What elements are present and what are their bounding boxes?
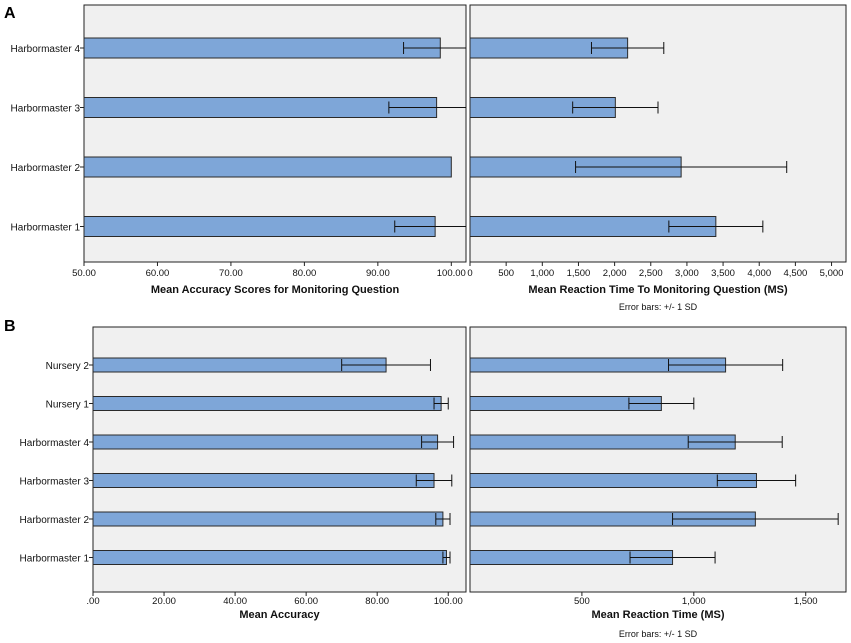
bar bbox=[83, 216, 436, 237]
bar bbox=[83, 97, 438, 118]
category-label: Nursery 1 bbox=[46, 400, 90, 411]
x-tick-label: 50.00 bbox=[72, 268, 96, 279]
x-tick-label: 40.00 bbox=[223, 596, 247, 607]
x-tick-label: 2,000 bbox=[603, 268, 627, 279]
bar bbox=[83, 156, 452, 178]
x-tick-label: 5,000 bbox=[820, 268, 844, 279]
x-tick-label: 60.00 bbox=[294, 596, 318, 607]
bar bbox=[92, 511, 444, 527]
error-bar-note: Error bars: +/- 1 SD bbox=[619, 302, 698, 312]
category-label: Harbormaster 2 bbox=[11, 163, 81, 174]
x-tick-label: 3,000 bbox=[675, 268, 699, 279]
category-label: Harbormaster 3 bbox=[11, 104, 81, 115]
bar bbox=[92, 434, 439, 450]
category-label: Harbormaster 1 bbox=[20, 554, 90, 565]
error-bar-note: Error bars: +/- 1 SD bbox=[619, 629, 698, 639]
x-tick-label: 0 bbox=[467, 268, 472, 279]
x-tick-label: .00 bbox=[86, 596, 99, 607]
chart-panel: Nursery 2 Nursery 1 Harbormaster 4 Harborma… bbox=[4, 318, 467, 621]
x-tick-label: 500 bbox=[498, 268, 514, 279]
x-tick-label: 100.00 bbox=[437, 268, 466, 279]
category-label: Nursery 2 bbox=[46, 361, 90, 372]
x-tick-label: 80.00 bbox=[365, 596, 389, 607]
bar bbox=[92, 550, 447, 565]
x-axis-label: Mean Accuracy bbox=[239, 609, 320, 621]
x-axis-label: Mean Accuracy Scores for Monitoring Ques… bbox=[151, 284, 400, 296]
category-label: Harbormaster 3 bbox=[20, 477, 90, 488]
x-tick-label: 1,000 bbox=[682, 596, 706, 607]
x-tick-label: 80.00 bbox=[292, 268, 316, 279]
x-tick-label: 90.00 bbox=[366, 268, 390, 279]
x-tick-label: 4,500 bbox=[783, 268, 807, 279]
chart-panel: Harbormaster 4 Harbormaster 3 Harbormaster… bbox=[4, 4, 467, 296]
x-tick-label: 70.00 bbox=[219, 268, 243, 279]
bar bbox=[92, 396, 442, 411]
panel-label: B bbox=[4, 318, 16, 335]
chart-panel: 500 1,000 1,500 Mean Reaction Time (MS) Erro… bbox=[469, 326, 847, 639]
x-tick-label: 100.00 bbox=[434, 596, 463, 607]
x-tick-label: 1,500 bbox=[794, 596, 818, 607]
chart-panel: 0 500 1,000 1,500 2,000 2,500 3,000 3,500 4,000 4… bbox=[467, 4, 847, 312]
bar bbox=[469, 473, 757, 488]
x-tick-label: 4,000 bbox=[747, 268, 771, 279]
category-label: Harbormaster 4 bbox=[20, 438, 90, 449]
x-tick-label: 500 bbox=[574, 596, 590, 607]
x-tick-label: 60.00 bbox=[146, 268, 170, 279]
bar bbox=[83, 37, 441, 59]
x-tick-label: 3,500 bbox=[711, 268, 735, 279]
category-label: Harbormaster 2 bbox=[20, 515, 90, 526]
x-tick-label: 2,500 bbox=[639, 268, 663, 279]
panel-label: A bbox=[4, 5, 16, 22]
x-axis-label: Mean Reaction Time (MS) bbox=[591, 609, 724, 621]
x-tick-label: 1,000 bbox=[530, 268, 554, 279]
x-axis-label: Mean Reaction Time To Monitoring Questio… bbox=[528, 284, 788, 296]
x-tick-label: 1,500 bbox=[567, 268, 591, 279]
category-label: Harbormaster 4 bbox=[11, 44, 81, 55]
bar bbox=[92, 473, 435, 488]
category-label: Harbormaster 1 bbox=[11, 223, 81, 234]
x-tick-label: 20.00 bbox=[152, 596, 176, 607]
